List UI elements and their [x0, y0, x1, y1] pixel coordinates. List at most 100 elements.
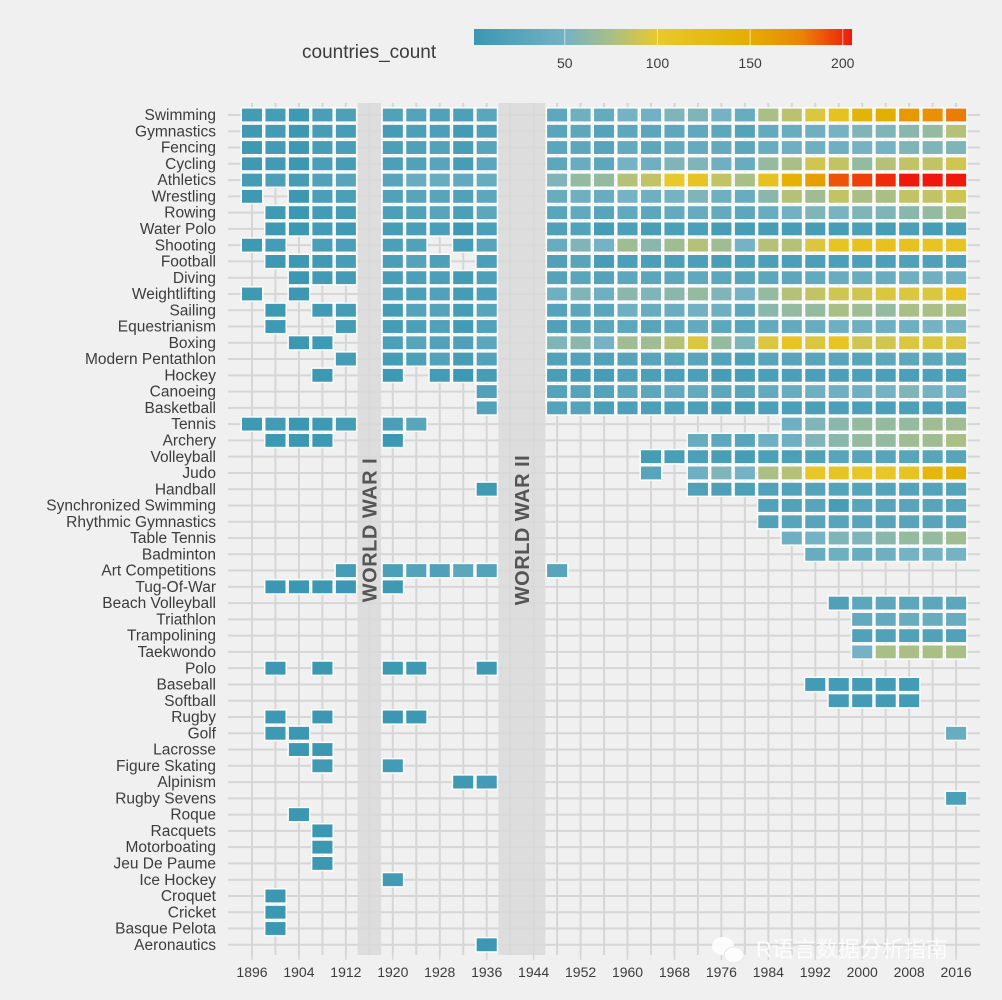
heatmap-tile [827, 676, 851, 693]
heatmap-tile [827, 416, 851, 432]
heatmap-tile [428, 172, 452, 188]
heatmap-tile [264, 221, 287, 237]
heatmap-tile [756, 204, 780, 221]
heatmap-tile [850, 611, 874, 628]
heatmap-tile [616, 139, 639, 156]
heatmap-tile [897, 432, 921, 449]
heatmap-tile [827, 237, 851, 253]
heatmap-tile [921, 513, 945, 530]
heatmap-tile [850, 155, 874, 172]
heatmap-tile [897, 513, 921, 530]
heatmap-tile [475, 367, 499, 384]
heatmap-tile [733, 269, 757, 286]
heatmap-tile [709, 286, 733, 302]
heatmap-tile [663, 286, 686, 302]
heatmap-tile [264, 660, 287, 677]
heatmap-tile [686, 318, 710, 335]
heatmap-tile [545, 286, 569, 302]
heatmap-tile [944, 448, 968, 465]
heatmap-tile [663, 269, 686, 286]
heatmap-tile [944, 416, 968, 432]
sport-label: Roque [170, 807, 216, 824]
heatmap-tile [475, 562, 499, 579]
heatmap-tile [709, 237, 733, 253]
heatmap-tile [921, 383, 945, 400]
heatmap-tile [803, 546, 827, 563]
heatmap-tile [709, 318, 733, 335]
heatmap-tile [874, 188, 898, 205]
heatmap-tile [850, 318, 874, 335]
heatmap-tile [592, 334, 616, 351]
heatmap-tile [921, 286, 945, 302]
heatmap-tile [709, 302, 733, 319]
heatmap-tile [569, 188, 593, 205]
heatmap-tile [874, 416, 898, 432]
heatmap-tile [592, 123, 616, 140]
heatmap-tile [264, 318, 287, 335]
sport-label: Lacrosse [153, 742, 216, 759]
heatmap-tile [404, 286, 428, 302]
heatmap-tile [663, 123, 686, 140]
heatmap-tile [545, 383, 569, 400]
heatmap-tile [850, 497, 874, 514]
heatmap-tile [404, 155, 428, 172]
heatmap-tile [921, 269, 945, 286]
sport-label: Polo [185, 660, 216, 677]
heatmap-tile [827, 286, 851, 302]
heatmap-tile [616, 334, 639, 351]
heatmap-tile [850, 416, 874, 432]
heatmap-tile [404, 237, 428, 253]
heatmap-tile [921, 107, 945, 123]
heatmap-tile [874, 237, 898, 253]
heatmap-tile [874, 367, 898, 384]
heatmap-tile [709, 172, 733, 188]
heatmap-tile [944, 400, 968, 416]
heatmap-tile [897, 188, 921, 205]
heatmap-tile [381, 237, 405, 253]
heatmap-tile [897, 627, 921, 644]
heatmap-tile [310, 204, 334, 221]
heatmap-tile [310, 253, 334, 270]
heatmap-tile [264, 139, 287, 156]
heatmap-tile [475, 204, 499, 221]
heatmap-tile [733, 123, 757, 140]
heatmap-tile [733, 351, 757, 367]
heatmap-tile [569, 221, 593, 237]
heatmap-tile [709, 139, 733, 156]
sport-label: Rugby Sevens [115, 790, 216, 807]
heatmap-tile [686, 204, 710, 221]
heatmap-tile [733, 302, 757, 319]
heatmap-tile [475, 139, 499, 156]
heatmap-tile [592, 351, 616, 367]
x-tick-label: 1928 [424, 964, 455, 980]
heatmap-tile [310, 709, 334, 725]
heatmap-tile [663, 367, 686, 384]
heatmap-tile [897, 546, 921, 563]
heatmap-tile [475, 302, 499, 319]
sport-label: Rhythmic Gymnastics [66, 514, 216, 531]
heatmap-tile [451, 237, 475, 253]
heatmap-tile [803, 383, 827, 400]
heatmap-tile [287, 269, 311, 286]
heatmap-tile [756, 123, 780, 140]
x-tick-label: 1960 [612, 964, 643, 980]
sport-label: Softball [164, 693, 216, 710]
heatmap-tile [686, 302, 710, 319]
heatmap-tile [780, 107, 804, 123]
heatmap-tile [310, 741, 334, 758]
heatmap-tile [264, 725, 287, 742]
heatmap-tile [780, 400, 804, 416]
heatmap-tile [310, 367, 334, 384]
heatmap-tile [803, 188, 827, 205]
heatmap-tile [944, 351, 968, 367]
heatmap-tile [897, 286, 921, 302]
heatmap-tile [616, 302, 639, 319]
heatmap-tile [850, 107, 874, 123]
heatmap-tile [780, 155, 804, 172]
heatmap-tile [897, 155, 921, 172]
heatmap-tile [733, 253, 757, 270]
heatmap-tile [709, 123, 733, 140]
heatmap-tile [264, 709, 287, 725]
heatmap-tile [944, 465, 968, 481]
heatmap-tile [475, 774, 499, 790]
